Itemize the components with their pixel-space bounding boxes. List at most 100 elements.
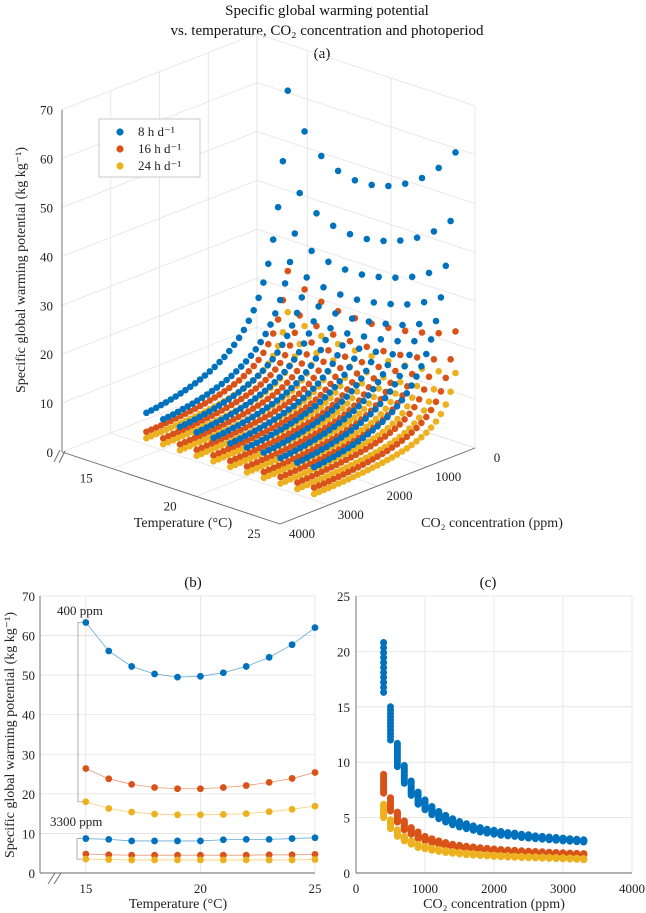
data-point-16h [230,381,238,388]
data-point-8h [337,291,344,298]
data-point-8h [332,310,339,317]
data-point-8h [261,422,268,429]
data-point-8h [345,411,353,419]
legend-label-16h: 16 h d⁻¹ [138,141,181,156]
data-point-8h [490,826,498,834]
data-point-8h [406,351,413,359]
data-point-8h [240,385,247,392]
data-point-24h [288,805,296,813]
data-point-8h [552,834,560,841]
legend-label-8h: 8 h d⁻¹ [138,124,175,139]
data-point-8h [401,363,408,370]
y-tick-label: 30 [22,747,35,762]
data-point-8h [241,432,249,440]
data-point-8h [311,834,319,842]
data-point-8h [346,230,354,238]
data-point-16h [483,844,491,852]
data-point-8h [179,405,186,413]
data-point-8h [364,431,372,438]
panel-a-zlabel: Specific global warming potential (kg kg… [14,147,29,393]
data-point-8h [309,385,317,393]
data-point-8h [462,820,470,828]
data-point-24h [311,856,319,863]
data-point-8h [247,398,254,406]
data-point-8h [320,284,327,291]
data-point-8h [189,400,196,408]
data-point-16h [497,846,505,853]
data-point-8h [143,409,150,417]
panel-b-line-chart: (b) 0 10 20 30 40 50 60 70 15 20 25 400 ppm 3300 p… [3,575,322,912]
data-point-24h [379,459,386,467]
data-point-8h [221,353,228,361]
data-point-8h [349,441,357,449]
data-point-24h [531,853,539,861]
data-point-8h [218,380,225,388]
data-point-16h [197,785,204,793]
data-point-8h [208,387,216,395]
data-point-16h [566,849,574,857]
co2-tick-label: 0 [494,450,501,465]
data-point-8h [330,423,338,431]
data-point-16h [391,425,399,433]
data-point-24h [430,386,438,393]
data-point-16h [538,848,546,856]
data-point-8h [379,371,387,378]
data-point-8h [208,421,215,429]
co2-tick-label: 1000 [435,469,461,484]
data-point-8h [360,333,368,340]
z-tick-label: 30 [40,298,53,313]
panel-c-xlabel: CO₂ concentration (ppm) [423,897,565,912]
data-point-8h [318,446,326,454]
data-point-8h [219,836,227,844]
data-point-8h [269,356,276,363]
data-point-8h [315,303,322,310]
data-point-8h [400,762,408,769]
data-point-8h [298,294,306,301]
data-point-16h [219,784,227,791]
data-point-8h [309,421,316,429]
legend-marker-8h [116,128,124,136]
data-point-8h [256,391,264,399]
data-point-8h [334,352,341,359]
data-point-24h [393,451,401,458]
data-point-8h [331,383,339,391]
data-point-8h [314,380,322,387]
data-point-16h [191,405,199,413]
data-point-8h [355,402,362,410]
data-point-16h [105,851,113,859]
data-point-8h [201,372,209,379]
data-point-8h [414,788,422,796]
data-point-16h [370,375,378,382]
z-tick-label: 10 [40,396,53,411]
data-point-8h [329,222,337,230]
z-tick-label: 60 [40,152,53,167]
data-point-8h [300,340,308,347]
data-point-16h [237,395,245,403]
legend-box [98,118,201,178]
data-point-16h [298,360,306,367]
data-point-8h [198,394,206,402]
z-tick-label: 40 [40,249,53,264]
data-point-8h [308,451,316,459]
data-point-8h [357,419,365,427]
data-point-16h [388,444,396,451]
gridline-z-back-wall [256,33,476,107]
data-point-8h [283,389,290,396]
data-point-24h [552,854,560,861]
data-point-8h [151,670,158,678]
panel-c-marks [380,639,588,864]
data-point-8h [174,673,181,681]
data-point-8h [265,835,273,843]
data-point-8h [269,236,277,243]
data-point-16h [261,442,268,450]
data-point-8h [265,446,273,454]
data-point-16h [226,384,233,392]
data-point-8h [196,376,204,383]
data-point-8h [322,336,329,344]
data-point-24h [387,816,394,824]
data-point-16h [294,479,301,487]
data-point-16h [247,389,255,396]
data-point-8h [230,392,237,400]
data-point-16h [418,419,425,427]
data-point-8h [425,269,433,277]
